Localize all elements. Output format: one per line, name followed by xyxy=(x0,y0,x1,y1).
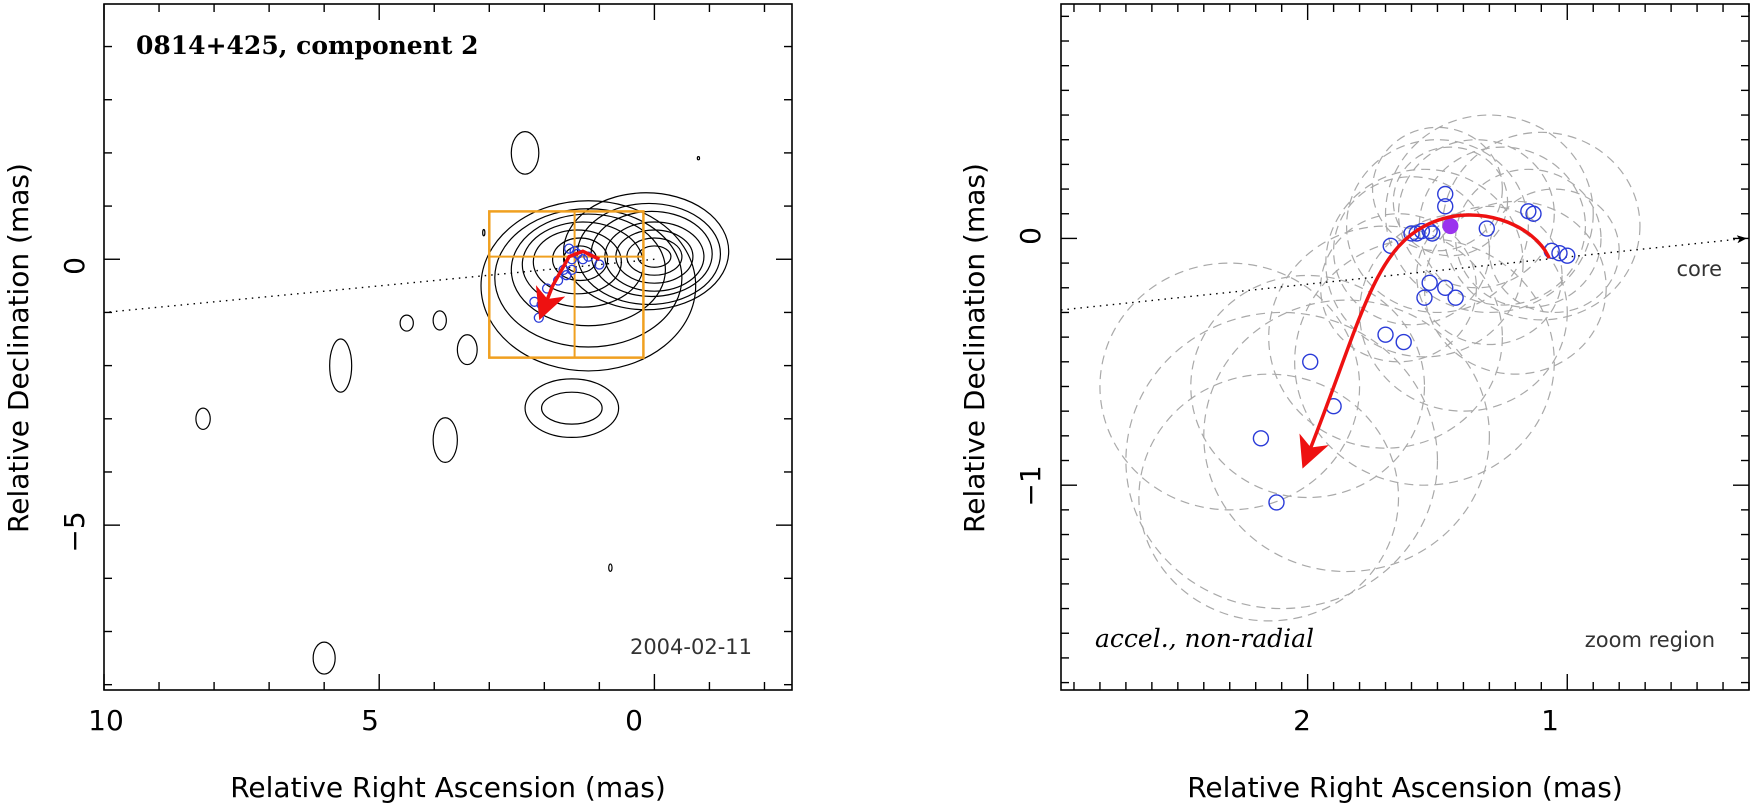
right-frame xyxy=(1060,3,1750,691)
component-marker xyxy=(1525,205,1542,222)
contour-line xyxy=(432,417,458,463)
trajectory-arrow xyxy=(535,249,601,321)
contour-line xyxy=(482,228,486,237)
contour-line xyxy=(312,641,336,675)
beam-circles xyxy=(1099,114,1641,622)
beam-circle xyxy=(1099,262,1361,511)
component-marker xyxy=(1559,247,1576,264)
beam-circle xyxy=(1268,225,1503,449)
zoom-box-outline xyxy=(488,210,645,359)
left-x-tick-label-0: 0 xyxy=(625,704,643,737)
left-x-axis-title: Relative Right Ascension (mas) xyxy=(230,771,666,804)
direction-line xyxy=(104,258,655,314)
direction-line xyxy=(1061,235,1747,311)
contour-line xyxy=(510,131,540,175)
contour-line xyxy=(480,200,697,372)
right-x-tick-label-2: 2 xyxy=(1293,704,1311,737)
contour-line xyxy=(494,208,683,348)
left-epoch-label: 2004-02-11 xyxy=(630,635,752,659)
component-marker xyxy=(1268,494,1285,511)
component-marker xyxy=(1377,326,1394,343)
contour-line xyxy=(329,338,353,393)
component-marker xyxy=(1416,289,1433,306)
contour-line xyxy=(195,407,211,431)
right-panel: accel., non-radial zoom region core 2 1 … xyxy=(958,3,1750,804)
component-marker xyxy=(1302,353,1319,371)
component-marker xyxy=(594,259,605,270)
left-y-tick-label-minus5: −5 xyxy=(58,511,91,552)
beam-circle xyxy=(1125,311,1439,610)
component-marker xyxy=(1437,279,1454,296)
left-title: 0814+425, component 2 xyxy=(136,31,479,60)
contour-line xyxy=(551,237,609,282)
left-beams-and-contours xyxy=(104,131,730,675)
left-y-axis-title: Relative Declination (mas) xyxy=(2,163,35,533)
contour-line xyxy=(696,156,701,161)
component-marker xyxy=(1424,225,1441,242)
contour-line xyxy=(432,310,447,331)
component-marker xyxy=(1395,333,1412,351)
component-marker xyxy=(1437,185,1454,203)
right-y-axis-title: Relative Declination (mas) xyxy=(958,163,991,533)
beam-circle xyxy=(1397,139,1555,289)
component-marker xyxy=(1403,225,1420,242)
right-y-tick-label-minus1: −1 xyxy=(1014,465,1047,506)
zoom-region-label: zoom region xyxy=(1585,628,1715,652)
beam-circle xyxy=(1455,168,1602,309)
beam-circle xyxy=(1345,139,1529,314)
component-marker xyxy=(1447,289,1464,306)
contour-line xyxy=(562,192,730,311)
beam-circle xyxy=(1371,126,1503,252)
highlighted-component xyxy=(1442,218,1459,235)
component-marker xyxy=(1252,430,1270,447)
right-ticks xyxy=(1061,4,1750,690)
beam-circle xyxy=(1325,168,1524,358)
beam-circle xyxy=(1488,188,1620,314)
right-y-tick-label-0: 0 xyxy=(1014,227,1047,245)
component-marker xyxy=(563,243,575,254)
left-x-tick-label-10: 10 xyxy=(88,704,124,737)
right-x-tick-label-1: 1 xyxy=(1541,704,1559,737)
left-frame xyxy=(103,3,793,691)
beam-circle xyxy=(1138,373,1400,622)
zoom-box xyxy=(488,210,645,359)
annotation-accel-nonradial: accel., non-radial xyxy=(1095,624,1314,653)
component-marker xyxy=(561,270,572,281)
component-marker xyxy=(1421,274,1438,292)
beam-circle xyxy=(1203,299,1490,573)
contour-line xyxy=(510,213,667,327)
contour-line xyxy=(456,334,478,366)
beam-circle xyxy=(1442,131,1641,321)
contour-line xyxy=(540,391,603,425)
contour-line xyxy=(608,563,613,573)
beam-circle xyxy=(1416,205,1563,346)
component-marker xyxy=(1478,220,1495,237)
contour-line xyxy=(399,314,414,332)
left-x-tick-label-5: 5 xyxy=(361,704,379,737)
right-x-axis-title: Relative Right Ascension (mas) xyxy=(1187,771,1623,804)
component-marker xyxy=(1437,198,1454,215)
component-marker xyxy=(533,312,544,323)
component-marker xyxy=(1551,245,1568,262)
beam-circle xyxy=(1384,114,1594,314)
component-marker xyxy=(577,254,588,265)
component-markers xyxy=(1252,185,1576,511)
component-marker xyxy=(566,264,577,276)
core-label: core xyxy=(1677,257,1723,281)
trajectory-arrow xyxy=(1299,213,1551,469)
contour-layer xyxy=(195,131,730,675)
left-panel: 0814+425, component 2 2004-02-11 10 5 0 … xyxy=(2,3,793,804)
left-y-tick-label-0: 0 xyxy=(58,257,91,275)
beam-circle xyxy=(1358,213,1568,412)
beam-circle xyxy=(1418,146,1587,306)
beam-circle xyxy=(1294,237,1555,486)
contour-line xyxy=(524,378,620,439)
left-ticks xyxy=(103,4,792,690)
